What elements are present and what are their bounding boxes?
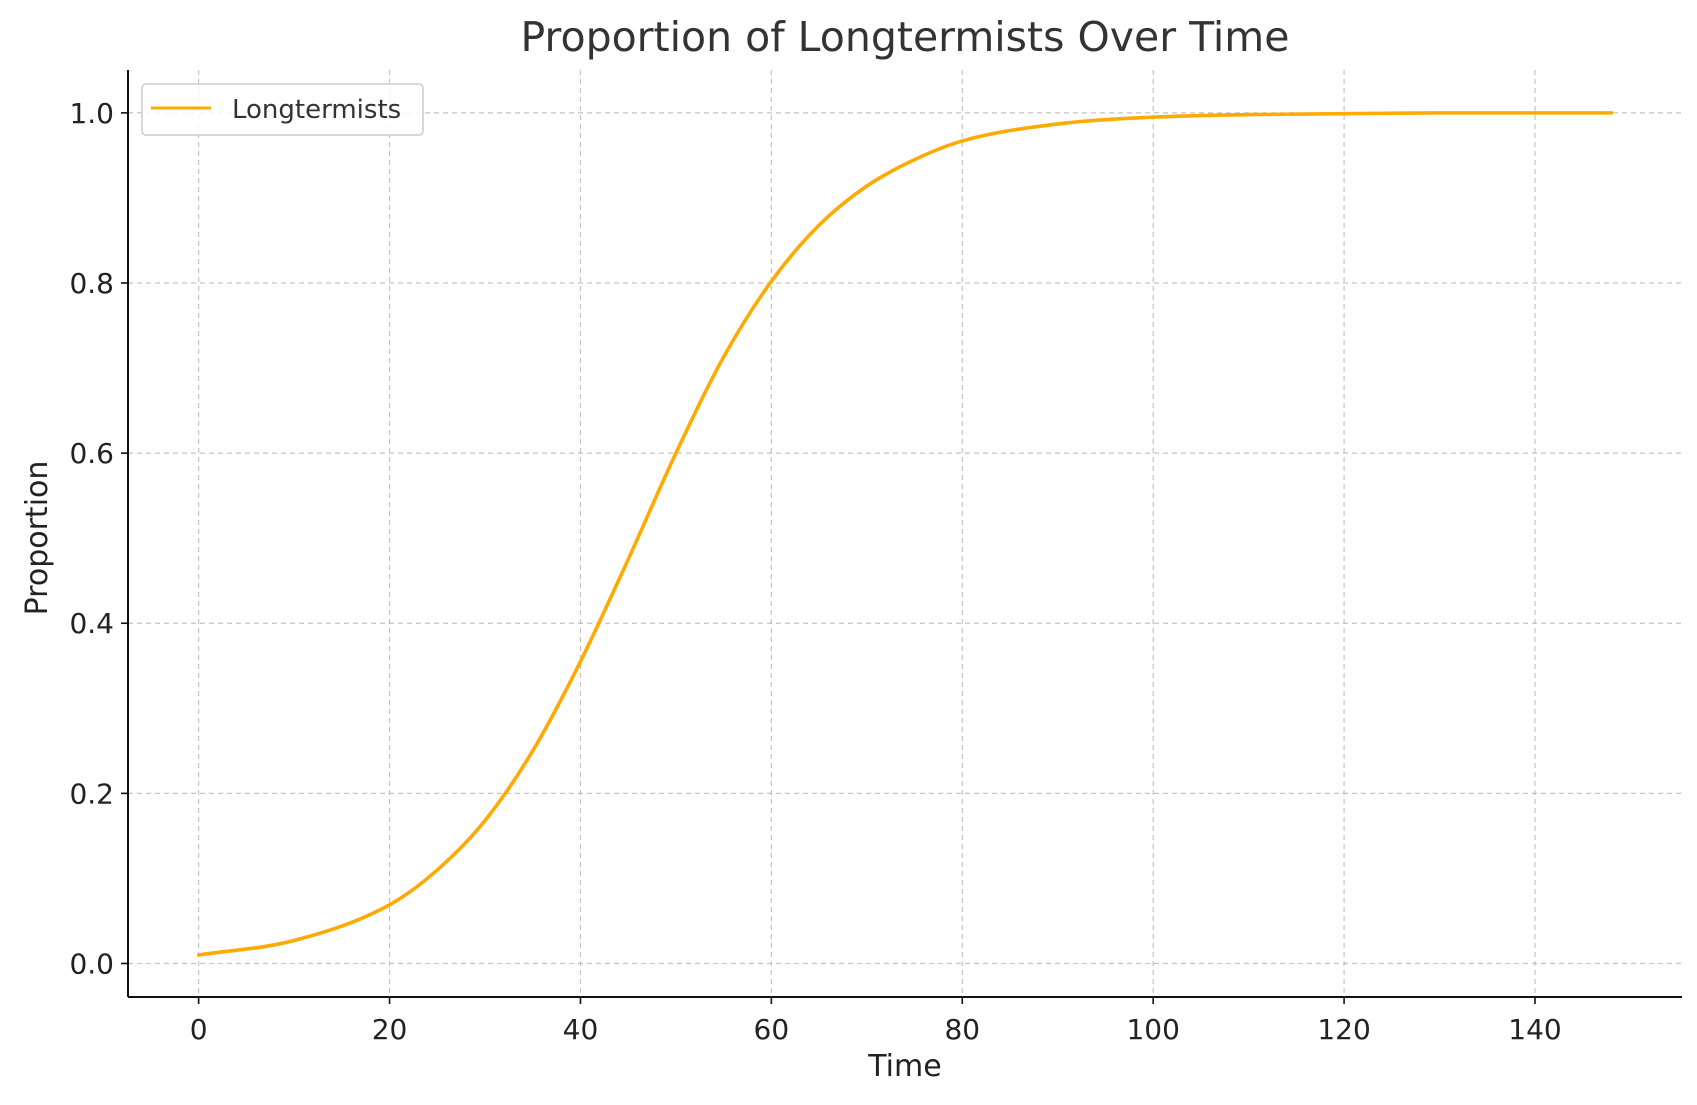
series-line-longtermists	[196, 111, 1614, 957]
y-tick-label: 0.4	[69, 607, 114, 640]
y-tick-label: 0.0	[69, 947, 114, 980]
x-tick-label: 140	[1508, 1013, 1561, 1046]
x-axis-label: Time	[867, 1049, 941, 1084]
y-tick-label: 0.6	[69, 437, 114, 470]
x-tick-label: 80	[944, 1013, 980, 1046]
legend-label: Longtermists	[232, 95, 401, 125]
legend: Longtermists	[141, 83, 424, 136]
y-tick-label: 1.0	[69, 97, 114, 130]
x-ticks: 0 20 40 60 80 100 120 140	[190, 997, 1562, 1046]
y-ticks: 0.0 0.2 0.4 0.6 0.8 1.0	[69, 97, 128, 980]
axes	[127, 70, 1682, 998]
chart-title: Proportion of Longtermists Over Time	[521, 13, 1290, 61]
y-tick-label: 0.8	[69, 267, 114, 300]
x-tick-label: 120	[1317, 1013, 1370, 1046]
x-tick-label: 20	[372, 1013, 408, 1046]
x-tick-label: 60	[754, 1013, 790, 1046]
y-axis-label: Proportion	[20, 461, 55, 616]
x-tick-label: 0	[190, 1013, 208, 1046]
x-tick-label: 100	[1126, 1013, 1179, 1046]
x-tick-label: 40	[563, 1013, 599, 1046]
gridlines	[128, 70, 1682, 997]
y-tick-label: 0.2	[69, 777, 114, 810]
legend-box	[141, 83, 424, 136]
series-layer	[196, 111, 1614, 957]
